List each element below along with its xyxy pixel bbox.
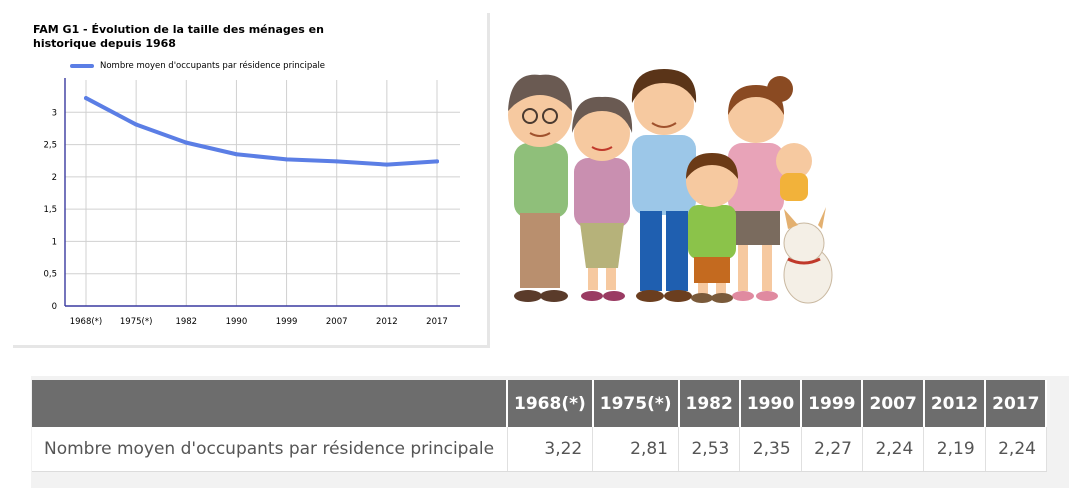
mother-figure bbox=[728, 76, 812, 301]
data-point bbox=[134, 122, 139, 127]
x-tick-label: 2007 bbox=[326, 317, 348, 327]
y-tick-label: 2 bbox=[52, 173, 57, 183]
table-row-label: Nombre moyen d'occupants par résidence p… bbox=[32, 427, 508, 472]
data-point bbox=[435, 159, 439, 164]
data-point bbox=[234, 152, 239, 157]
table-header-row: 1968(*) 1975(*) 1982 1990 1999 2007 2012… bbox=[32, 380, 1048, 427]
data-table-container: 1968(*) 1975(*) 1982 1990 1999 2007 2012… bbox=[31, 376, 1069, 488]
table-cell: 2,24 bbox=[862, 427, 925, 472]
table-header-cell: 1968(*) bbox=[507, 380, 594, 427]
grandmother-figure bbox=[572, 96, 633, 301]
y-tick-label: 2,5 bbox=[43, 141, 57, 151]
table-cell: 2,24 bbox=[985, 427, 1047, 472]
table-header-cell: 1999 bbox=[801, 380, 864, 427]
legend-swatch bbox=[70, 64, 94, 68]
x-tick-label: 2012 bbox=[376, 317, 398, 327]
table-cell: 2,19 bbox=[923, 427, 986, 472]
table-cell: 3,22 bbox=[507, 427, 594, 472]
data-point bbox=[84, 96, 88, 101]
father-figure bbox=[631, 69, 697, 302]
boy-figure bbox=[686, 153, 738, 303]
data-point bbox=[284, 157, 289, 162]
table-header-cell: 2007 bbox=[862, 380, 925, 427]
chart-title: FAM G1 - Évolution de la taille des ména… bbox=[33, 23, 324, 50]
data-point bbox=[384, 162, 389, 167]
table-corner-header bbox=[32, 380, 508, 427]
table-cell: 2,81 bbox=[592, 427, 679, 472]
chart-panel: 0 0,5 1 1,5 2 2,5 3 1968(*) 1975(*) 1982 1990 1999 2… bbox=[13, 13, 490, 348]
y-tick-label: 0 bbox=[52, 302, 57, 312]
table-cell: 2,35 bbox=[739, 427, 802, 472]
grandfather-figure bbox=[508, 74, 572, 302]
y-tick-label: 1,5 bbox=[43, 205, 57, 215]
y-tick-label: 0,5 bbox=[43, 270, 57, 280]
chart-legend: Nombre moyen d'occupants par résidence p… bbox=[70, 59, 325, 73]
table-cell: 2,27 bbox=[801, 427, 863, 472]
y-tick-label: 3 bbox=[52, 108, 57, 118]
x-tick-label: 2017 bbox=[426, 317, 448, 327]
table-header-cell: 1982 bbox=[678, 380, 741, 427]
series-line bbox=[84, 96, 439, 167]
y-tick-label: 1 bbox=[52, 237, 57, 247]
table-header-cell: 2017 bbox=[985, 380, 1048, 427]
dog-figure bbox=[783, 207, 833, 304]
table-header-cell: 2012 bbox=[923, 380, 987, 427]
table-header-cell: 1975(*) bbox=[592, 380, 680, 427]
x-tick-label: 1999 bbox=[276, 317, 298, 327]
line-chart: 0 0,5 1 1,5 2 2,5 3 1968(*) 1975(*) 1982 1990 1999 2… bbox=[43, 78, 460, 327]
x-tick-label: 1990 bbox=[226, 317, 248, 327]
data-point bbox=[334, 159, 339, 164]
x-tick-label: 1968(*) bbox=[70, 317, 103, 327]
family-illustration bbox=[508, 69, 833, 304]
table-cell: 2,53 bbox=[678, 427, 741, 472]
x-tick-label: 1982 bbox=[175, 317, 197, 327]
table-row: Nombre moyen d'occupants par résidence p… bbox=[32, 427, 1047, 472]
x-tick-label: 1975(*) bbox=[120, 317, 153, 327]
legend-label: Nombre moyen d'occupants par résidence p… bbox=[100, 61, 326, 71]
table-header-cell: 1990 bbox=[739, 380, 803, 427]
data-point bbox=[184, 140, 189, 145]
data-table: 1968(*) 1975(*) 1982 1990 1999 2007 2012… bbox=[32, 380, 1048, 472]
